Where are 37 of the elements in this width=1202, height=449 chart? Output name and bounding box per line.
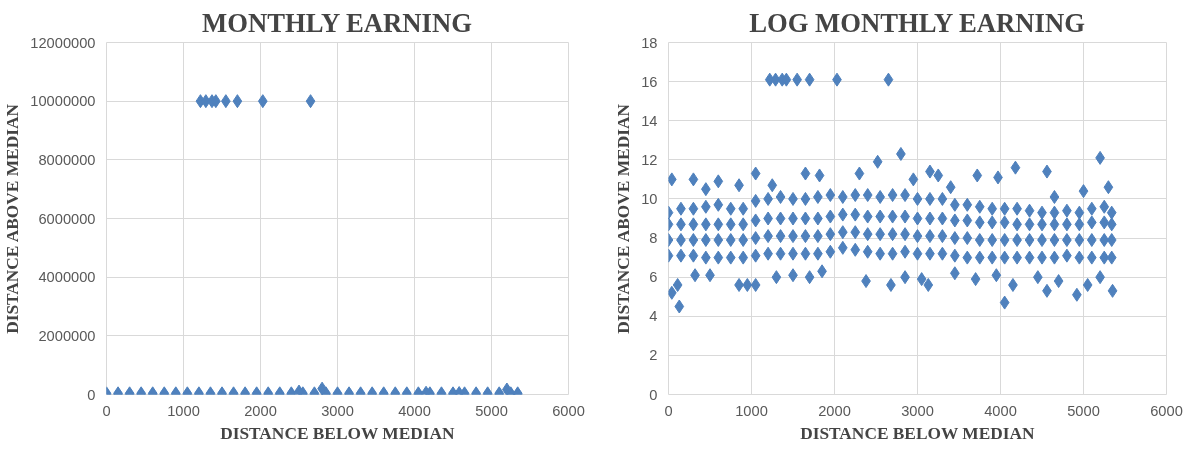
y-tick-label: 2 [649, 347, 658, 364]
x-tick-label: 6000 [1150, 402, 1183, 419]
y-tick-label: 8000000 [38, 151, 96, 168]
chart-title: LOG MONTHLY EARNING [749, 7, 1085, 38]
y-tick-label: 2000000 [38, 327, 96, 344]
y-tick-label: 8 [649, 230, 658, 247]
x-tick-label: 2000 [244, 402, 277, 419]
y-tick-label: 0 [649, 386, 658, 403]
x-tick-label: 2000 [818, 402, 851, 419]
chart-title: MONTHLY EARNING [202, 7, 472, 38]
x-tick-label: 1000 [735, 402, 768, 419]
y-tick-label: 12 [641, 151, 658, 168]
y-tick-label: 18 [641, 34, 658, 51]
y-axis-title: DISTANCE ABOVE MEDIAN [3, 103, 23, 334]
y-tick-label: 6000000 [38, 210, 96, 227]
x-tick-label: 0 [664, 402, 673, 419]
x-tick-label: 3000 [321, 402, 354, 419]
x-tick-label: 5000 [475, 402, 508, 419]
x-tick-label: 6000 [552, 402, 585, 419]
x-axis-title: DISTANCE BELOW MEDIAN [800, 423, 1035, 443]
x-tick-label: 4000 [398, 402, 431, 419]
y-tick-label: 10000000 [30, 93, 96, 110]
y-tick-label: 14 [641, 112, 658, 129]
y-tick-label: 16 [641, 73, 658, 90]
y-tick-label: 0 [87, 386, 96, 403]
y-tick-label: 12000000 [30, 34, 96, 51]
x-tick-label: 3000 [901, 402, 934, 419]
y-axis-title: DISTANCE ABOVE MEDIAN [614, 103, 634, 334]
x-tick-label: 0 [102, 402, 111, 419]
x-tick-label: 4000 [984, 402, 1017, 419]
y-tick-label: 6 [649, 269, 658, 286]
y-tick-label: 4 [649, 308, 658, 325]
y-tick-label: 10 [641, 190, 658, 207]
x-axis-title: DISTANCE BELOW MEDIAN [220, 423, 455, 443]
x-tick-label: 1000 [167, 402, 200, 419]
y-tick-label: 4000000 [38, 269, 96, 286]
x-tick-label: 5000 [1067, 402, 1100, 419]
